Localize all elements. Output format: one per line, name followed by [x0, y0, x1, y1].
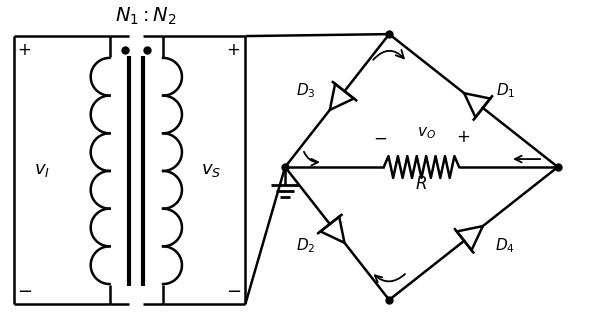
FancyArrowPatch shape — [375, 274, 405, 282]
Polygon shape — [330, 84, 354, 110]
FancyArrowPatch shape — [373, 50, 404, 60]
Polygon shape — [464, 93, 490, 117]
Text: $D_1$: $D_1$ — [496, 81, 515, 100]
Text: $D_4$: $D_4$ — [496, 236, 515, 255]
Text: $N_1 : N_2$: $N_1 : N_2$ — [115, 6, 177, 27]
Text: $+$: $+$ — [456, 128, 470, 146]
Text: $v_S$: $v_S$ — [201, 161, 221, 179]
Text: $R$: $R$ — [415, 176, 427, 193]
Polygon shape — [457, 226, 483, 250]
Text: $D_2$: $D_2$ — [296, 236, 315, 255]
Text: $D_3$: $D_3$ — [296, 81, 315, 100]
Text: $-$: $-$ — [17, 281, 32, 299]
FancyArrowPatch shape — [304, 152, 318, 165]
Text: $-$: $-$ — [373, 128, 387, 146]
Text: $+$: $+$ — [17, 41, 31, 59]
Text: $+$: $+$ — [227, 41, 241, 59]
Text: $v_O$: $v_O$ — [417, 125, 436, 141]
Text: $-$: $-$ — [226, 281, 241, 299]
FancyArrowPatch shape — [515, 156, 540, 162]
Text: $v_I$: $v_I$ — [34, 161, 50, 179]
Polygon shape — [320, 217, 345, 243]
